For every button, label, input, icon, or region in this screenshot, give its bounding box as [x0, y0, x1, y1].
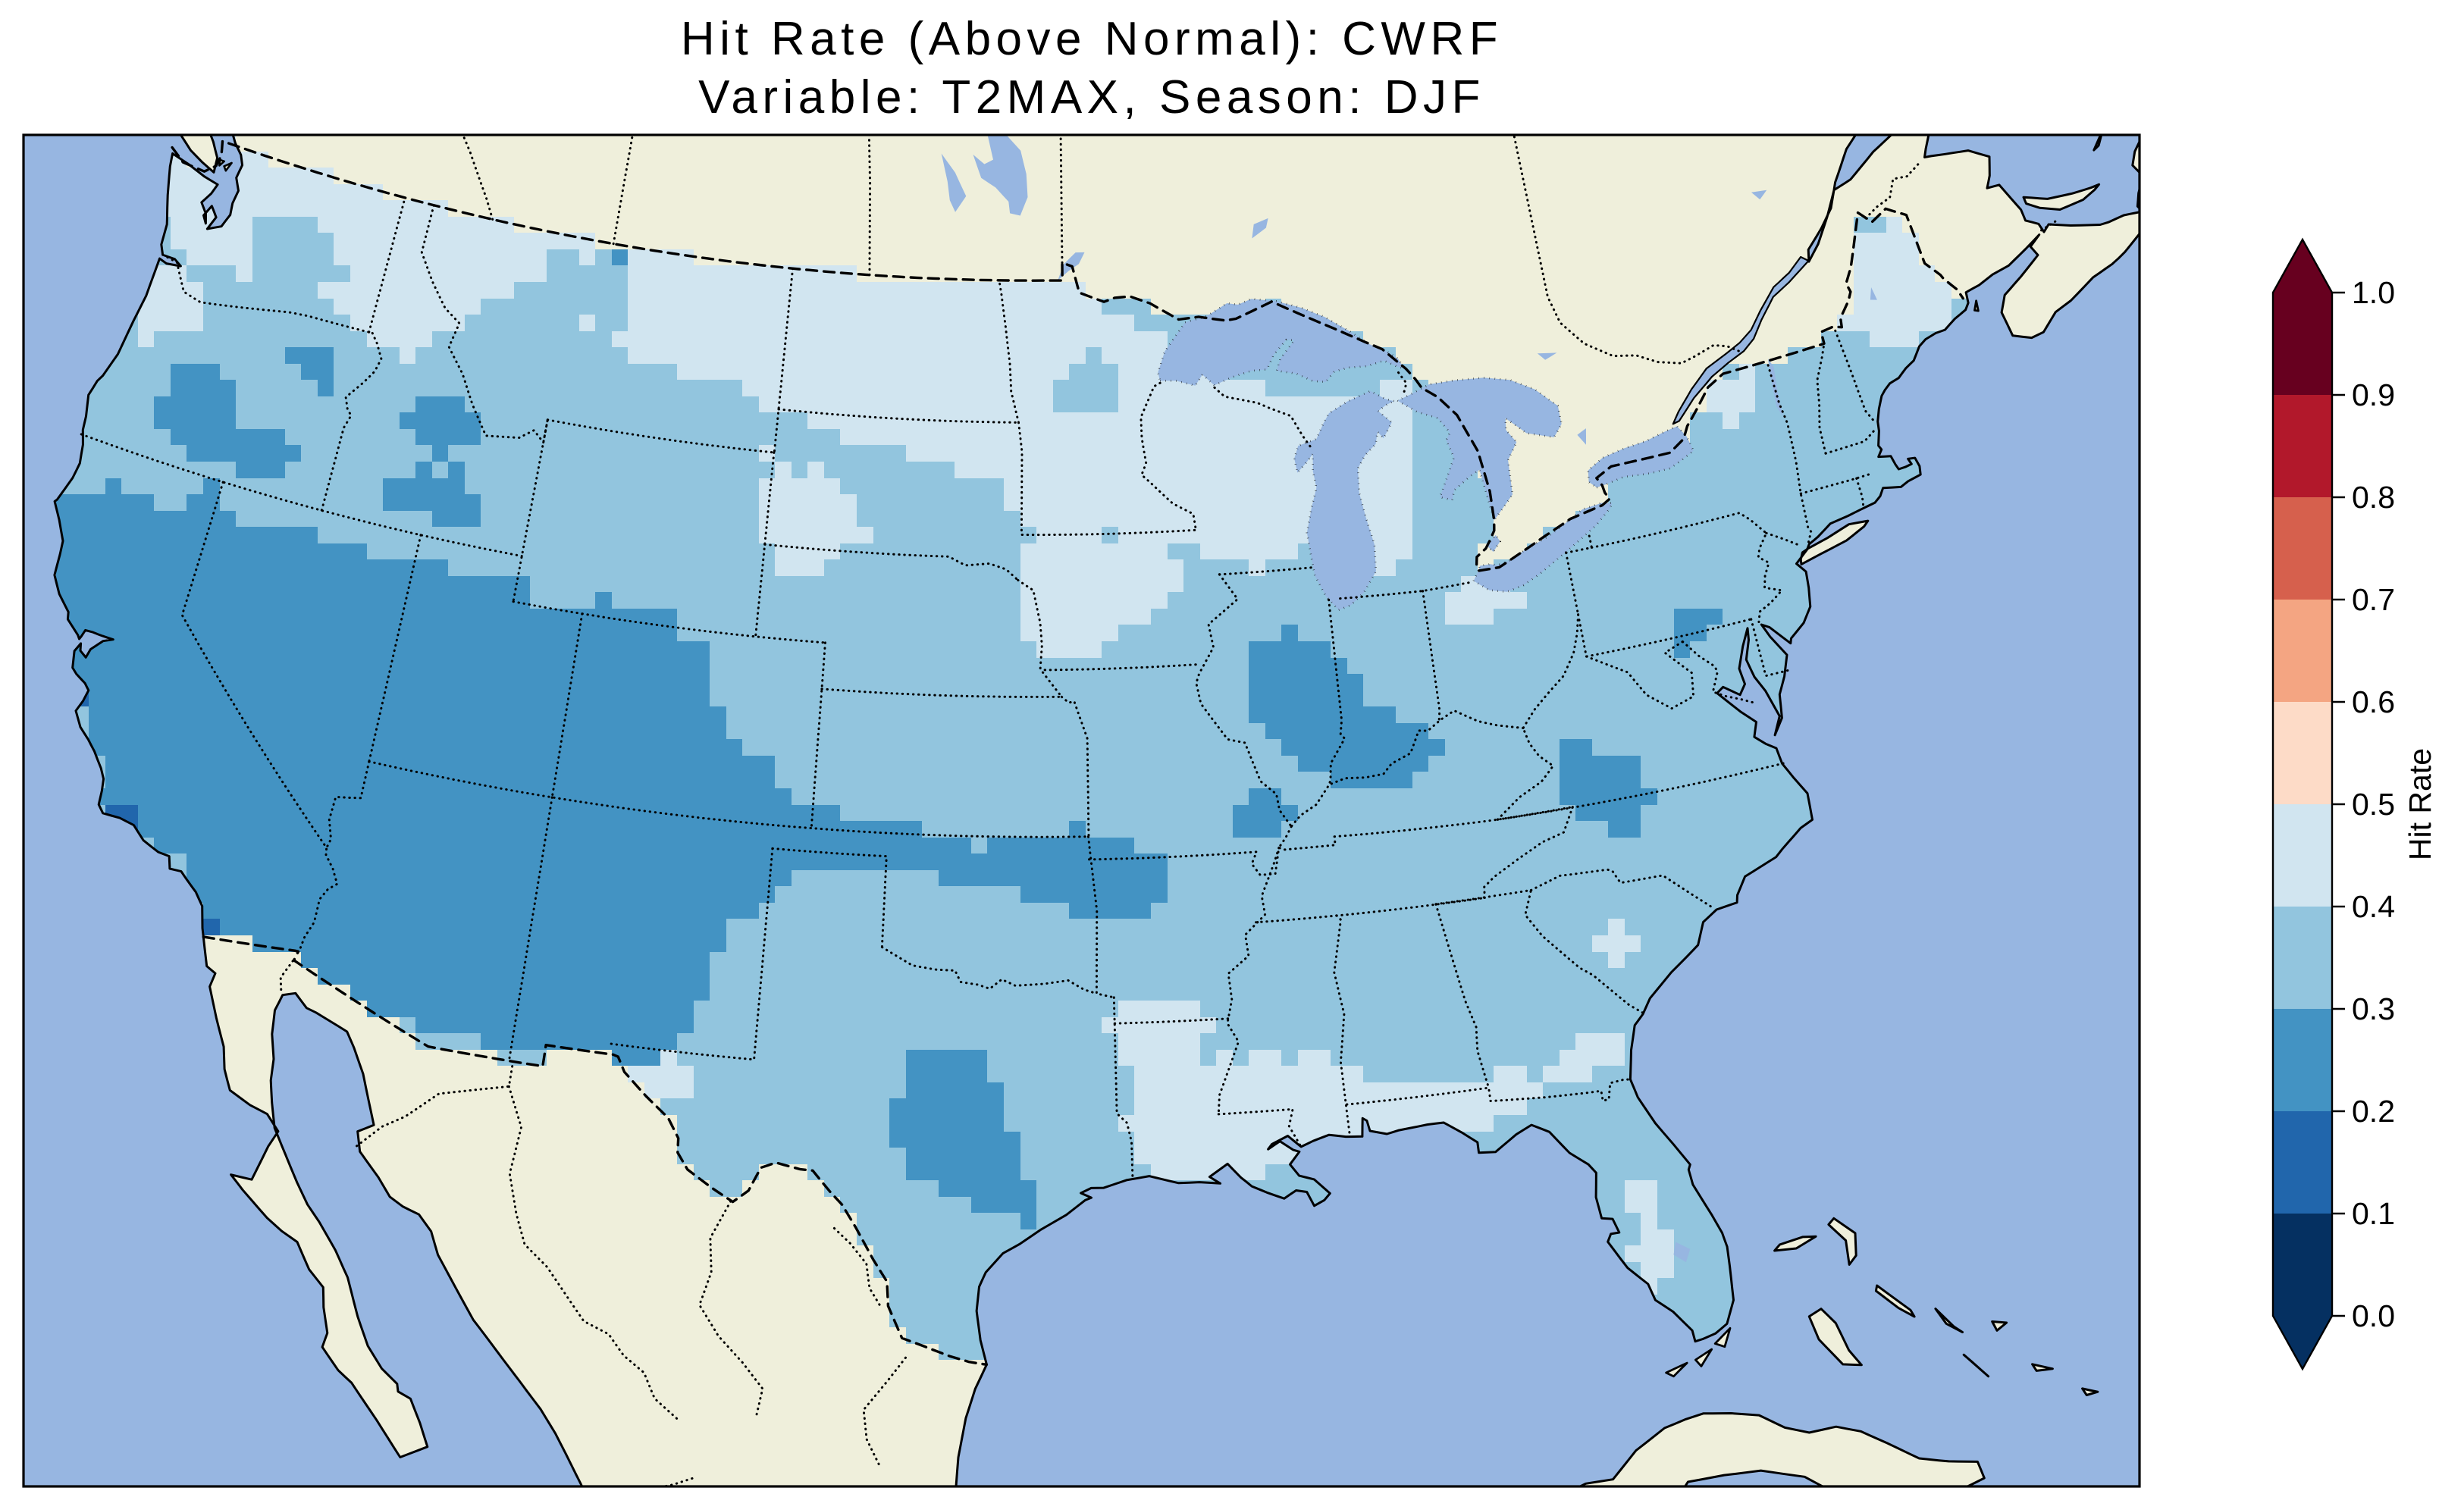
svg-text:Variable: T2MAX, Season: DJF: Variable: T2MAX, Season: DJF — [698, 71, 1485, 124]
svg-text:Hit Rate: Hit Rate — [2403, 748, 2437, 860]
svg-text:0.1: 0.1 — [2352, 1196, 2395, 1231]
svg-text:1.0: 1.0 — [2352, 275, 2395, 310]
svg-text:Hit Rate (Above Normal): CWRF: Hit Rate (Above Normal): CWRF — [681, 13, 1503, 65]
svg-text:0.0: 0.0 — [2352, 1298, 2395, 1333]
svg-text:0.2: 0.2 — [2352, 1094, 2395, 1129]
svg-text:0.9: 0.9 — [2352, 377, 2395, 412]
svg-text:0.3: 0.3 — [2352, 991, 2395, 1026]
svg-text:0.7: 0.7 — [2352, 582, 2395, 617]
svg-text:0.5: 0.5 — [2352, 787, 2395, 822]
svg-text:0.6: 0.6 — [2352, 684, 2395, 719]
svg-text:0.4: 0.4 — [2352, 889, 2395, 924]
svg-text:0.8: 0.8 — [2352, 480, 2395, 515]
